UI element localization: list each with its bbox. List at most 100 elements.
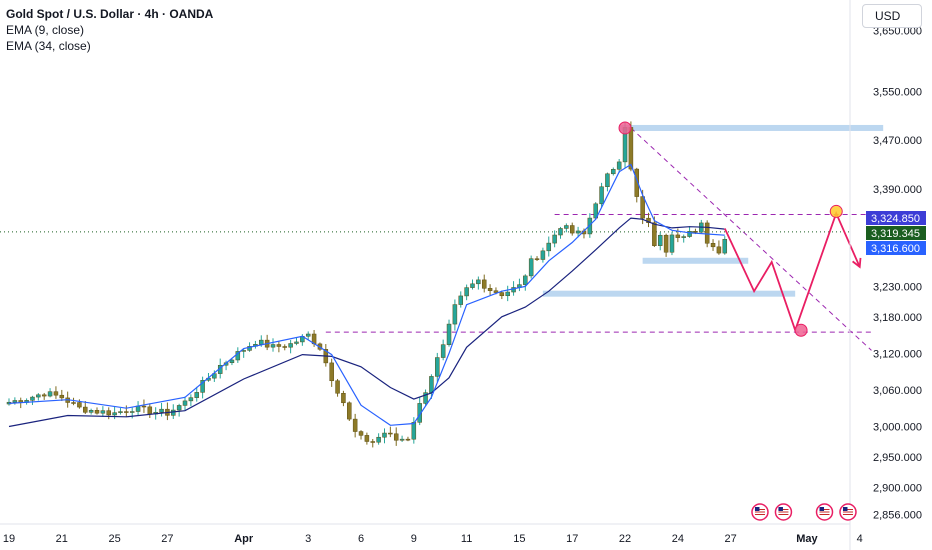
pivot-marker-2 — [829, 204, 843, 218]
candle-body — [118, 411, 123, 413]
price-tag-1 — [866, 226, 926, 240]
candle-body — [429, 376, 434, 393]
price-tag-label-1: 3,319.345 — [871, 228, 920, 240]
ema-fast-line — [8, 163, 725, 426]
flag-canton — [778, 507, 783, 511]
candle-body — [663, 234, 669, 253]
candle-body — [634, 168, 640, 197]
time-tick-label: May — [796, 533, 818, 545]
candle-body — [12, 400, 18, 403]
candle-body — [100, 410, 106, 414]
candle-body — [446, 323, 452, 345]
currency-button[interactable]: USD — [862, 4, 922, 28]
price-axis: 3,650.000 3,550.000 3,470.000 3,390.000 3,23… — [849, 0, 926, 550]
candle-body — [481, 279, 487, 289]
candle-body — [523, 275, 528, 285]
candle-body — [669, 234, 675, 253]
candle-body — [435, 357, 440, 377]
candle-body — [405, 438, 411, 441]
ema-fast-label: EMA (9, close) — [6, 23, 85, 37]
candle-body — [540, 250, 546, 260]
candle-body — [294, 341, 299, 344]
time-tick-label: 24 — [672, 533, 684, 545]
candle-body — [129, 411, 135, 413]
projection-path — [723, 210, 861, 333]
candle-body — [710, 243, 716, 248]
candle-body — [83, 406, 88, 413]
time-tick-label: 6 — [358, 533, 364, 545]
candle-body — [417, 403, 422, 423]
flag-canton — [819, 507, 825, 511]
candle-body — [30, 396, 35, 401]
candle-body — [552, 234, 557, 244]
time-tick-label: 3 — [305, 533, 311, 545]
candle-body — [370, 441, 376, 443]
candle-body — [47, 391, 53, 397]
candle-body — [687, 231, 692, 237]
time-tick-label: 27 — [161, 533, 173, 545]
candle-body — [411, 422, 417, 440]
plot-area — [0, 121, 884, 448]
candle-body — [640, 196, 645, 219]
support-zone-2 — [542, 290, 796, 297]
candle-body — [628, 127, 634, 170]
time-tick-label: Apr — [234, 533, 254, 545]
price-tag-label-2: 3,316.600 — [871, 243, 920, 255]
price-tick-label: 3,390.000 — [873, 184, 922, 196]
price-tick-label: 3,180.000 — [873, 312, 922, 324]
candle-body — [657, 234, 663, 246]
candle-body — [112, 412, 117, 416]
projection-arrowhead — [852, 257, 862, 269]
candle-body — [188, 397, 194, 402]
price-tag-0 — [866, 211, 926, 225]
candle-body — [423, 392, 428, 404]
candle-body — [182, 400, 188, 406]
instrument-title: Gold Spot / U.S. Dollar · 4h · OANDA — [6, 7, 214, 21]
candle-body — [352, 418, 358, 432]
price-tag-label-0: 3,324.850 — [871, 213, 920, 225]
candle-body — [382, 432, 387, 438]
time-tick-label: 22 — [619, 533, 631, 545]
price-tick-label: 2,856.000 — [873, 509, 922, 521]
candle-body — [693, 231, 698, 233]
candle-body — [722, 238, 728, 254]
candle-body — [176, 405, 182, 411]
trendline — [630, 127, 872, 351]
candle-body — [499, 292, 505, 297]
candle-body — [493, 290, 499, 293]
candle-body — [599, 186, 604, 205]
ema-slow-label: EMA (34, close) — [6, 39, 91, 53]
candle-body — [282, 346, 287, 348]
time-tick-label: 4 — [857, 533, 863, 545]
price-tick-label: 3,120.000 — [873, 348, 922, 360]
candle-body — [616, 161, 622, 170]
price-tick-label: 3,550.000 — [873, 86, 922, 98]
candle-body — [376, 436, 381, 443]
candle-body — [36, 394, 41, 398]
price-tag-2 — [866, 241, 926, 255]
candle-body — [505, 291, 510, 297]
candle-body — [41, 394, 47, 397]
support-zone-0 — [619, 124, 884, 131]
candle-body — [393, 433, 399, 441]
candle-body — [675, 234, 681, 238]
chart-legend: Gold Spot / U.S. Dollar · 4h · OANDA EMA… — [6, 6, 213, 54]
candle-body — [487, 288, 493, 291]
pivot-marker-1 — [794, 323, 808, 337]
candle-body — [141, 405, 147, 408]
candle-body — [534, 258, 540, 260]
candle-body — [704, 222, 710, 244]
candle-body — [652, 222, 657, 246]
time-tick-label: 21 — [56, 533, 68, 545]
candle-body — [288, 343, 293, 348]
price-tick-label: 3,470.000 — [873, 135, 922, 147]
candle-body — [681, 236, 686, 238]
ema-slow-line — [8, 217, 725, 428]
candle-body — [241, 350, 246, 352]
candle-body — [53, 391, 59, 396]
time-tick-label: 27 — [725, 533, 737, 545]
time-tick-label: 9 — [411, 533, 417, 545]
price-tick-label: 3,000.000 — [873, 422, 922, 434]
